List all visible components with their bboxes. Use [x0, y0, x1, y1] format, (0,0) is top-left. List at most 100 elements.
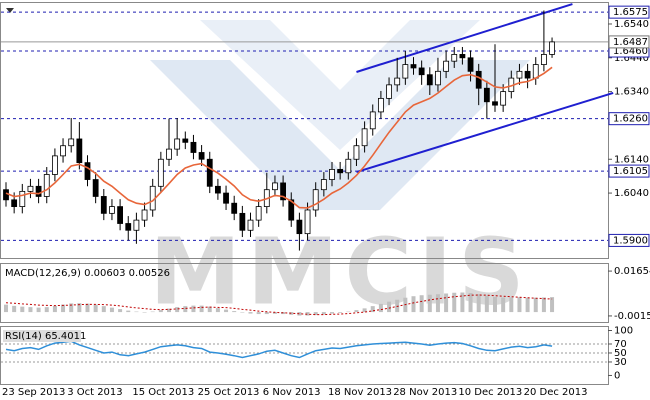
indicator-label: MACD(12,26,9) 0.00603 0.00526 — [5, 268, 170, 279]
macd-bar — [330, 312, 334, 314]
macd-bar — [264, 312, 269, 315]
watermark-logo — [150, 20, 530, 210]
macd-bar — [550, 297, 555, 313]
menu-arrow[interactable] — [6, 8, 14, 13]
candle-body — [549, 41, 555, 55]
candle-body — [280, 182, 287, 201]
macd-bar — [191, 305, 196, 313]
candle-body — [100, 196, 107, 214]
candle-body — [516, 70, 523, 79]
candle-body — [492, 101, 498, 106]
candle-body — [35, 185, 42, 197]
x-tick-label: 6 Nov 2013 — [263, 387, 321, 398]
macd-bar — [395, 299, 400, 313]
macd-bar — [20, 306, 25, 313]
macd-bar — [69, 303, 74, 313]
candle-body — [377, 97, 384, 113]
y-tick-label: 1.6540 — [614, 19, 649, 30]
x-tick-label: 15 Oct 2013 — [132, 387, 194, 398]
candle-body — [19, 190, 26, 207]
level-label: 1.6575 — [613, 7, 648, 18]
logo-shape — [200, 20, 480, 150]
candle-body — [27, 185, 34, 192]
macd-bar — [321, 312, 326, 315]
candle-body — [84, 162, 91, 180]
macd-bar — [12, 305, 17, 313]
candle-body — [296, 219, 303, 235]
macd-bar — [501, 297, 506, 313]
candle-body — [43, 174, 50, 197]
macd-bar — [378, 303, 383, 313]
macd-bar — [427, 294, 432, 313]
macd-bar — [232, 311, 237, 313]
macd-bar — [109, 307, 114, 313]
candle-body — [198, 152, 205, 160]
trend-line — [356, 3, 573, 73]
macd-bar — [52, 305, 57, 313]
macd-bar — [362, 308, 367, 313]
candle-body — [157, 158, 164, 187]
macd-bar — [435, 294, 440, 313]
level-label: 1.6460 — [613, 46, 648, 57]
level-label: 1.5900 — [613, 235, 648, 246]
indicator-label: RSI(14) 65.4011 — [5, 331, 86, 342]
macd-bar — [525, 297, 530, 313]
candle-body — [483, 87, 490, 103]
candle-body — [337, 168, 344, 174]
candle-body — [76, 138, 83, 164]
indicator-label-box — [3, 267, 153, 279]
candle-body — [288, 199, 295, 221]
candle-body — [231, 202, 238, 214]
macd-bar — [419, 295, 424, 313]
candle-body — [11, 199, 18, 207]
x-tick-label: 20 Dec 2013 — [524, 387, 588, 398]
candle-body — [190, 141, 197, 153]
macd-bar — [338, 312, 343, 313]
macd-bar — [36, 307, 41, 313]
candle-body — [361, 128, 368, 147]
macd-bar — [28, 307, 33, 313]
macd-bar — [134, 311, 139, 313]
y-tick-label: 1.6140 — [614, 154, 649, 165]
candle-body — [52, 155, 58, 175]
logo-shape — [150, 60, 530, 210]
level-label-box — [608, 233, 650, 247]
macd-bar — [476, 294, 481, 313]
candle-body — [214, 185, 221, 194]
macd-bar — [199, 305, 204, 313]
macd-bar — [452, 292, 457, 313]
macd-bar — [346, 311, 351, 313]
candle-body — [109, 206, 115, 214]
y-tick-label: 0 — [614, 370, 620, 381]
macd-bar — [224, 309, 229, 313]
y-tick-label: 70 — [614, 339, 627, 350]
macd-bar — [215, 308, 220, 313]
x-tick-label: 25 Oct 2013 — [198, 387, 260, 398]
y-tick-label: -0.00155 — [614, 311, 650, 322]
last-price-box — [608, 35, 650, 49]
rsi-panel — [0, 326, 609, 385]
candle-body — [68, 138, 75, 147]
level-label: 1.6105 — [613, 166, 648, 177]
candle-body — [532, 64, 539, 79]
candle-body — [435, 70, 441, 86]
x-tick-label: 3 Oct 2013 — [67, 387, 122, 398]
macd-bar — [354, 310, 359, 313]
macd-bar — [150, 311, 155, 313]
macd-bar — [256, 312, 261, 315]
candle-body — [426, 74, 433, 86]
macd-bar — [85, 303, 90, 313]
candle-body — [166, 148, 172, 160]
candle-body — [394, 77, 401, 86]
main-panel — [0, 2, 609, 259]
candle-body — [345, 158, 352, 174]
level-label-box — [608, 164, 650, 178]
macd-bar — [444, 293, 449, 313]
macd-bar — [517, 297, 522, 313]
candle-body — [304, 209, 311, 235]
level-label-box — [608, 5, 650, 19]
rsi-line — [5, 340, 553, 359]
macd-bar — [44, 307, 49, 313]
macd-bar — [158, 310, 163, 313]
